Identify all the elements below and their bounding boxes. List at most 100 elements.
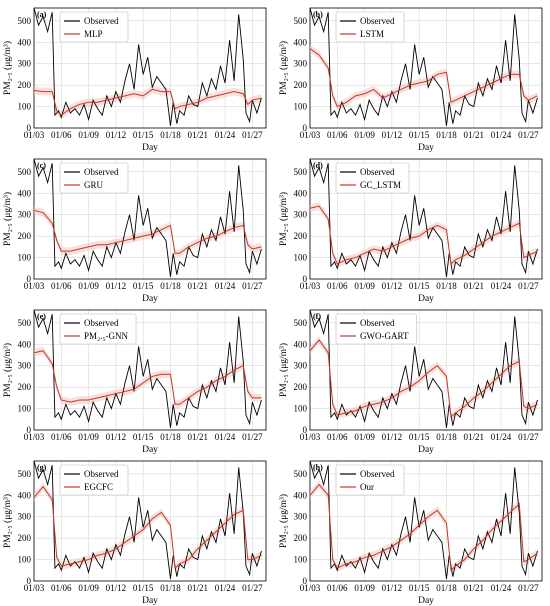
x-tick-label: 01/12 <box>382 583 403 593</box>
y-axis-title: PM₂.₅ (μg/m³) <box>278 343 289 397</box>
y-axis-title: PM₂.₅ (μg/m³) <box>278 192 289 246</box>
legend-observed-label: Observed <box>84 16 119 26</box>
x-axis-title: Day <box>418 143 434 153</box>
plot-frame <box>33 158 267 280</box>
x-tick-label: 01/12 <box>382 281 403 291</box>
x-tick-label: 01/21 <box>464 583 485 593</box>
legend-observed-label: Observed <box>360 16 395 26</box>
x-tick-label: 01/06 <box>327 583 348 593</box>
x-tick-label: 01/06 <box>327 432 348 442</box>
legend-observed-label: Observed <box>84 318 119 328</box>
panel-tag: (b) <box>313 10 323 19</box>
y-tick-label: 500 <box>18 318 32 328</box>
x-tick-label: 01/06 <box>51 281 72 291</box>
x-axis-title: Day <box>418 294 434 304</box>
y-tick-label: 0 <box>303 274 308 284</box>
y-tick-label: 500 <box>18 469 32 479</box>
x-tick-label: 01/15 <box>133 130 154 140</box>
y-tick-label: 300 <box>294 361 308 371</box>
x-tick-label: 01/03 <box>300 432 321 442</box>
panel-tag: (c) <box>37 161 46 170</box>
x-tick-label: 01/21 <box>464 281 485 291</box>
y-tick-label: 400 <box>18 339 32 349</box>
y-tick-label: 200 <box>18 533 32 543</box>
chart-panel-c: 0 100 200 300 400 500 01/03 01/06 01/09 01/12 01/1… <box>2 158 267 304</box>
panel-tag: (f) <box>313 312 321 321</box>
plot-frame <box>309 460 543 582</box>
x-tick-label: 01/27 <box>242 130 263 140</box>
y-tick-label: 100 <box>294 253 308 263</box>
x-tick-label: 01/15 <box>133 281 154 291</box>
x-axis-title: Day <box>142 294 158 304</box>
legend-model-label: EGCFC <box>84 482 113 492</box>
y-tick-label: 500 <box>18 16 32 26</box>
x-tick-label: 01/27 <box>242 281 263 291</box>
model-uncertainty-band <box>310 336 538 421</box>
y-tick-label: 200 <box>18 382 32 392</box>
y-tick-label: 400 <box>18 490 32 500</box>
y-tick-label: 300 <box>18 210 32 220</box>
x-tick-label: 01/03 <box>300 281 321 291</box>
x-tick-label: 01/09 <box>78 432 99 442</box>
y-tick-label: 300 <box>294 512 308 522</box>
y-tick-label: 300 <box>294 59 308 69</box>
x-tick-label: 01/06 <box>327 281 348 291</box>
x-tick-label: 01/06 <box>51 583 72 593</box>
x-tick-label: 01/18 <box>436 281 457 291</box>
x-tick-label: 01/24 <box>215 130 236 140</box>
x-tick-label: 01/12 <box>106 281 127 291</box>
chart-panel-f: 0 100 200 300 400 500 01/03 01/06 01/09 01/12 01/1… <box>278 309 543 455</box>
y-tick-label: 400 <box>294 188 308 198</box>
y-tick-label: 100 <box>294 102 308 112</box>
x-axis-title: Day <box>142 596 158 606</box>
legend-observed-label: Observed <box>360 167 395 177</box>
x-tick-label: 01/24 <box>491 281 512 291</box>
model-uncertainty-band <box>34 85 262 119</box>
x-axis-title: Day <box>142 143 158 153</box>
legend-model-label: GRU <box>84 180 104 190</box>
y-tick-label: 400 <box>294 339 308 349</box>
x-tick-label: 01/09 <box>354 130 375 140</box>
x-tick-label: 01/18 <box>160 432 181 442</box>
x-tick-label: 01/03 <box>24 432 45 442</box>
model-series-line <box>33 209 262 254</box>
y-tick-label: 100 <box>18 555 32 565</box>
model-series-line <box>33 350 262 405</box>
x-tick-label: 01/18 <box>436 432 457 442</box>
panel-tag: (d) <box>313 161 323 170</box>
x-tick-label: 01/09 <box>78 281 99 291</box>
x-tick-label: 01/18 <box>436 583 457 593</box>
legend-model-label: GWO-GART <box>360 331 409 341</box>
model-series-line <box>33 485 262 570</box>
x-axis-title: Day <box>142 445 158 455</box>
y-tick-label: 0 <box>303 123 308 133</box>
x-tick-label: 01/03 <box>24 130 45 140</box>
y-tick-label: 500 <box>294 167 308 177</box>
observed-series-line <box>309 158 538 277</box>
x-axis-title: Day <box>418 445 434 455</box>
y-tick-label: 100 <box>294 404 308 414</box>
legend-model-label: LSTM <box>360 29 384 39</box>
x-tick-label: 01/15 <box>409 130 430 140</box>
y-tick-label: 0 <box>27 425 32 435</box>
y-tick-label: 0 <box>303 425 308 435</box>
y-tick-label: 200 <box>294 80 308 90</box>
x-axis-title: Day <box>418 596 434 606</box>
y-tick-label: 100 <box>18 102 32 112</box>
x-tick-label: 01/21 <box>188 432 209 442</box>
y-tick-label: 200 <box>294 382 308 392</box>
legend-model-label: Our <box>360 482 374 492</box>
x-tick-label: 01/12 <box>382 130 403 140</box>
chart-panel-e: 0 100 200 300 400 500 01/03 01/06 01/09 01/12 01/1… <box>2 309 267 455</box>
x-tick-label: 01/03 <box>300 583 321 593</box>
plot-frame <box>33 7 267 129</box>
x-tick-label: 01/27 <box>242 583 263 593</box>
x-tick-label: 01/12 <box>106 583 127 593</box>
plot-frame <box>309 158 543 280</box>
plot-frame <box>33 309 267 431</box>
x-tick-label: 01/03 <box>24 583 45 593</box>
x-tick-label: 01/24 <box>491 583 512 593</box>
panel-tag: (g) <box>37 463 47 472</box>
x-tick-label: 01/27 <box>518 130 539 140</box>
y-tick-label: 300 <box>294 210 308 220</box>
